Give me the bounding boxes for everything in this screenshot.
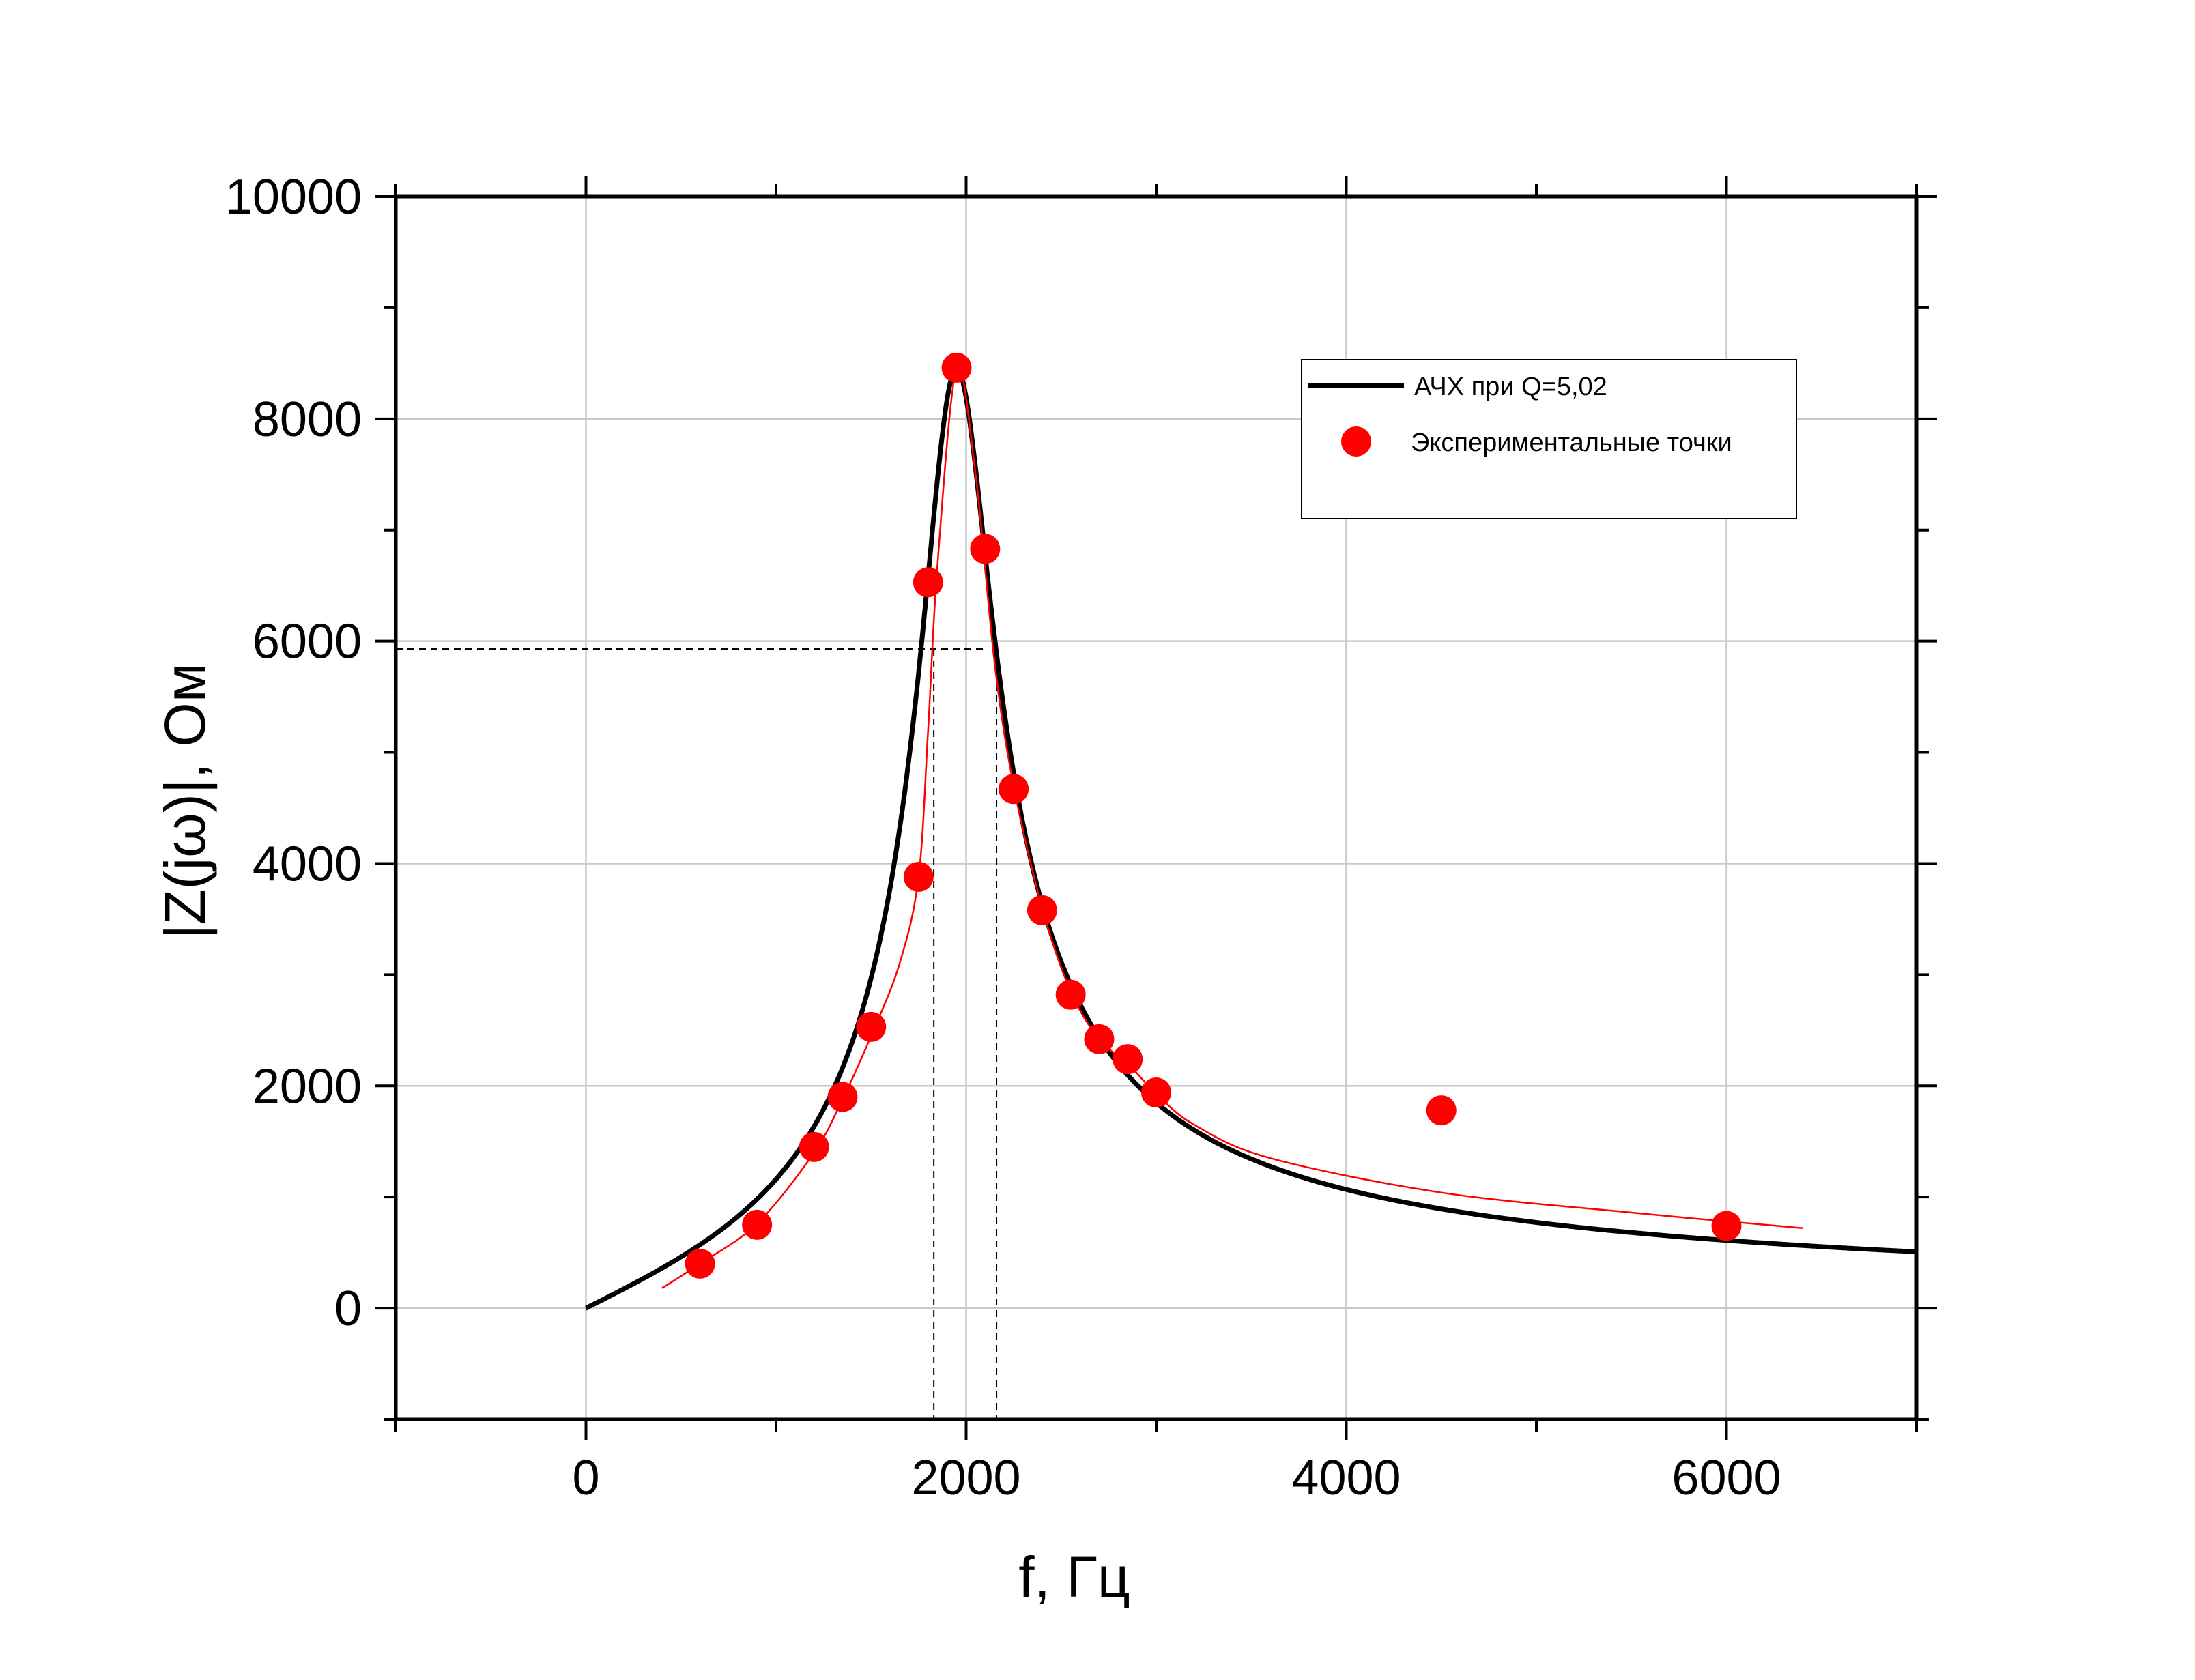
data-point	[941, 352, 972, 383]
data-point	[1426, 1095, 1457, 1126]
x-axis-title: f, Гц	[1018, 1545, 1130, 1609]
data-point	[1113, 1044, 1143, 1075]
data-point	[685, 1248, 715, 1279]
data-point	[903, 862, 934, 893]
data-point	[1141, 1077, 1171, 1108]
data-point	[999, 774, 1029, 805]
x-tick-label: 4000	[1291, 1451, 1401, 1505]
y-axis-title: |Z(jω)|, Ом	[153, 663, 217, 940]
x-tick-label: 2000	[911, 1451, 1020, 1505]
legend: АЧХ при Q=5,02 Экспериментальные точки	[1301, 359, 1797, 519]
data-point	[1711, 1211, 1742, 1241]
data-point	[856, 1011, 887, 1042]
data-point	[1055, 979, 1086, 1010]
legend-label-model: АЧХ при Q=5,02	[1414, 373, 1607, 401]
legend-label-experiment: Экспериментальные точки	[1411, 429, 1732, 457]
data-point	[827, 1082, 858, 1112]
data-point	[742, 1209, 773, 1240]
bandwidth-guides	[396, 648, 998, 1419]
axis-ticks	[375, 176, 1937, 1440]
data-point	[970, 534, 1001, 564]
data-point	[799, 1131, 829, 1162]
tick-labels: 0 2000 4000 6000 0 2000 4000 6000 8000 10000	[225, 170, 1781, 1505]
legend-marker-swatch	[1341, 426, 1371, 457]
y-tick-label: 10000	[225, 170, 362, 225]
data-point	[913, 567, 943, 598]
x-tick-label: 0	[572, 1451, 599, 1505]
data-point	[1084, 1024, 1115, 1054]
y-tick-label: 4000	[253, 837, 362, 891]
y-tick-label: 2000	[253, 1059, 362, 1114]
data-point	[1027, 895, 1057, 925]
y-tick-label: 6000	[253, 615, 362, 669]
data-points	[685, 352, 1742, 1279]
y-tick-label: 0	[334, 1281, 362, 1336]
x-tick-label: 6000	[1672, 1451, 1781, 1505]
y-tick-label: 8000	[253, 392, 362, 447]
